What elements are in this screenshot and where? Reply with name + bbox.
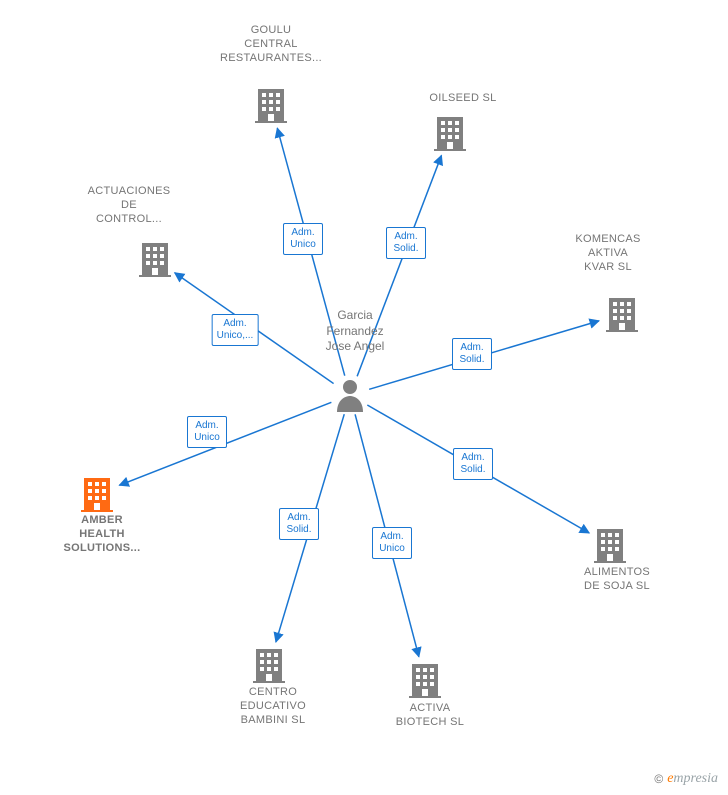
node-label: ACTIVA BIOTECH SL	[396, 702, 464, 730]
edge-badge: Adm. Solid.	[386, 227, 426, 259]
building-icon	[606, 296, 638, 332]
node-label: KOMENCAS AKTIVA KVAR SL	[575, 233, 640, 274]
copyright-symbol: ©	[654, 772, 663, 786]
edge-badge: Adm. Unico	[372, 527, 412, 559]
edge-badge: Adm. Solid.	[453, 448, 493, 480]
node-label: CENTRO EDUCATIVO BAMBINI SL	[240, 686, 306, 727]
edge-badge: Adm. Solid.	[279, 508, 319, 540]
edge-badge: Adm. Unico,...	[212, 314, 259, 346]
building-icon	[255, 87, 287, 123]
node-label: OILSEED SL	[429, 92, 496, 106]
node-label: GOULU CENTRAL RESTAURANTES...	[220, 24, 322, 65]
node-label: ALIMENTOS DE SOJA SL	[584, 566, 650, 594]
brand-logo: empresia	[667, 771, 718, 787]
building-icon	[81, 476, 113, 512]
person-icon	[335, 378, 365, 412]
edge-badge: Adm. Unico	[187, 416, 227, 448]
building-icon	[409, 662, 441, 698]
center-node-label: Garcia Fernandez Jose Angel	[326, 308, 385, 355]
building-icon	[594, 527, 626, 563]
node-label: ACTUACIONES DE CONTROL...	[88, 185, 171, 226]
edge-badge: Adm. Unico	[283, 223, 323, 255]
edge-badge: Adm. Solid.	[452, 338, 492, 370]
watermark: © empresia	[654, 771, 718, 787]
building-icon	[253, 647, 285, 683]
building-icon	[434, 115, 466, 151]
node-label: AMBER HEALTH SOLUTIONS...	[64, 514, 141, 555]
building-icon	[139, 241, 171, 277]
